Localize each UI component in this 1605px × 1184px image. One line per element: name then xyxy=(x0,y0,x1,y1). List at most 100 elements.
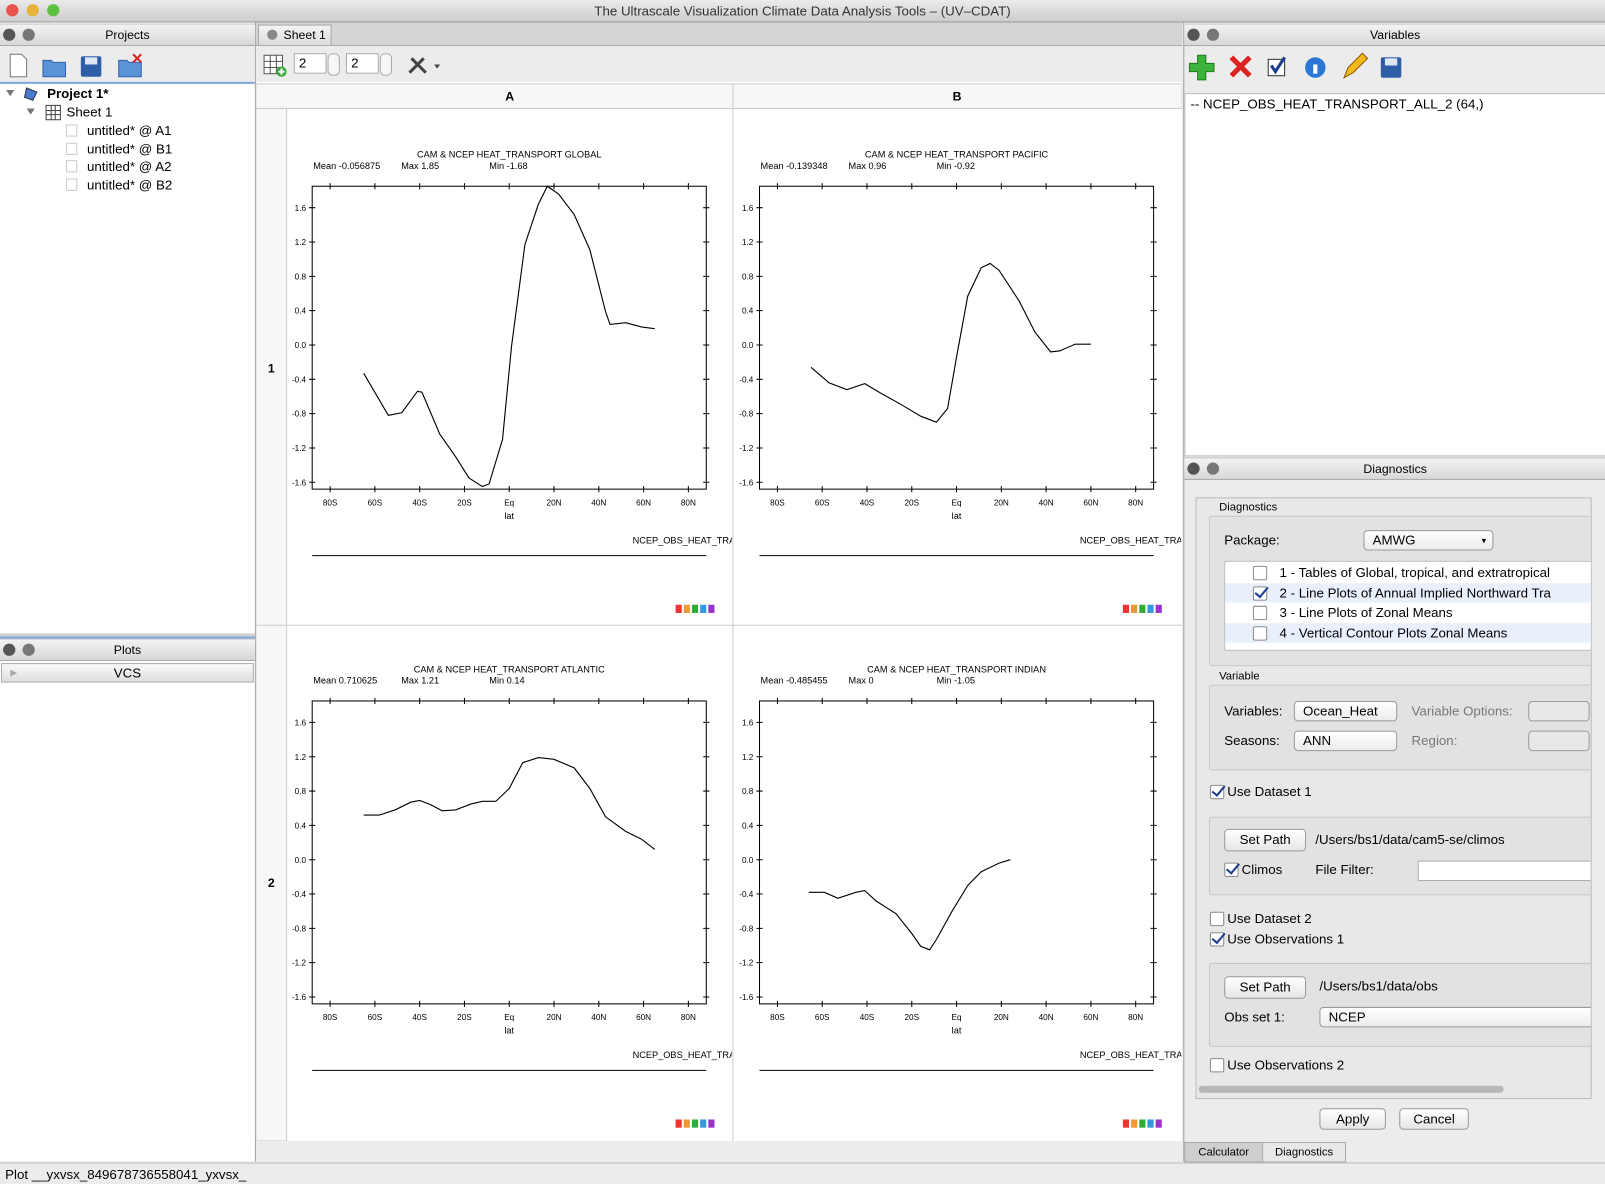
rows-value: 2 xyxy=(298,55,307,71)
cell-icon xyxy=(66,124,78,137)
variable-item[interactable]: -- NCEP_OBS_HEAT_TRANSPORT_ALL_2 (64,) xyxy=(1190,96,1484,112)
dock-close[interactable] xyxy=(3,28,16,41)
tree-project[interactable]: Project 1* xyxy=(47,85,109,102)
data-line xyxy=(808,859,1011,951)
sheet-tab[interactable]: Sheet 1 xyxy=(257,24,332,46)
spin-arrows[interactable] xyxy=(379,53,393,76)
y-tick-label: 0.8 xyxy=(742,787,754,796)
left-dock: Projects Project 1* Sheet 1 unti xyxy=(0,22,256,1162)
tab-label: Calculator xyxy=(1198,1146,1250,1159)
diagnostics-form: Diagnostics Package: AMWG ▾ 1 - Tables of… xyxy=(1197,498,1591,1098)
package-row[interactable]: 1 - Tables of Global, tropical, and extr… xyxy=(1225,562,1591,583)
checkbox[interactable] xyxy=(1209,911,1225,927)
button-label: Apply xyxy=(1336,1111,1370,1127)
logo-part xyxy=(1122,604,1130,613)
logo-part xyxy=(675,604,682,613)
minimize-button[interactable] xyxy=(26,4,39,17)
checkbox[interactable] xyxy=(1209,932,1225,947)
checkbox[interactable] xyxy=(1252,625,1268,641)
x-tick-label: 20N xyxy=(547,1013,562,1022)
add-icon[interactable] xyxy=(1188,54,1215,81)
y-tick-label: -0.8 xyxy=(739,410,754,419)
variables-combo[interactable]: Ocean_Heat xyxy=(1293,700,1398,722)
dock-float[interactable] xyxy=(22,643,35,656)
x-tick-label: 20N xyxy=(547,499,562,508)
chart-stat: Max 1.85 xyxy=(401,161,439,171)
edit-icon[interactable] xyxy=(1342,52,1369,79)
y-tick-label: 0.0 xyxy=(742,341,754,350)
save-icon-label xyxy=(1384,58,1398,66)
checkbox[interactable] xyxy=(1252,605,1268,621)
expand-arrow[interactable]: ▶ xyxy=(10,667,18,678)
dock-float[interactable] xyxy=(1206,462,1220,475)
dock-float[interactable] xyxy=(22,28,35,41)
checkbox[interactable] xyxy=(1224,862,1239,877)
plot-footer: NCEP_OBS_HEAT_TRAN: xyxy=(1080,535,1182,545)
dock-close[interactable] xyxy=(1187,462,1200,475)
dock-close[interactable] xyxy=(3,643,16,656)
x-axis-label: lat xyxy=(952,1026,962,1036)
zoom-button[interactable] xyxy=(47,4,60,17)
package-row[interactable]: 3 - Line Plots of Zonal Means xyxy=(1225,602,1591,623)
y-tick-label: 0.0 xyxy=(295,856,307,865)
set-path-button[interactable]: Set Path xyxy=(1224,828,1307,852)
y-tick-label: 1.2 xyxy=(295,753,307,762)
y-tick-label: -0.4 xyxy=(739,375,754,384)
dock-float[interactable] xyxy=(1206,28,1220,41)
logo-part xyxy=(1131,1119,1138,1128)
obs-set-label: Obs set 1: xyxy=(1224,1008,1285,1025)
close-project-icon[interactable] xyxy=(118,59,142,78)
checkbox-label: Use Dataset 1 xyxy=(1227,783,1312,800)
dock-close[interactable] xyxy=(1187,28,1200,41)
tree-cell[interactable]: untitled* @ B1 xyxy=(87,140,173,157)
close-button[interactable] xyxy=(6,4,19,17)
file-filter-input[interactable] xyxy=(1417,860,1591,882)
checkbox[interactable] xyxy=(1252,565,1268,581)
splitter[interactable] xyxy=(0,633,255,639)
row-header[interactable]: 1 xyxy=(268,361,275,375)
checkbox[interactable] xyxy=(1252,585,1268,601)
tools-icon[interactable] xyxy=(405,52,442,77)
set-path-button[interactable]: Set Path xyxy=(1224,976,1307,999)
cancel-button[interactable]: Cancel xyxy=(1399,1108,1469,1130)
column-header[interactable]: B xyxy=(953,89,962,103)
checkbox[interactable] xyxy=(1209,784,1225,800)
expand-arrow[interactable] xyxy=(26,108,35,115)
package-row[interactable]: 4 - Vertical Contour Plots Zonal Means xyxy=(1225,622,1591,643)
row-header[interactable]: 2 xyxy=(268,876,275,890)
diagnostics-title: Diagnostics xyxy=(1363,461,1427,476)
region-combo[interactable] xyxy=(1528,730,1590,752)
plot-item[interactable]: ▶ VCS xyxy=(1,663,254,683)
tree-cell[interactable]: untitled* @ A1 xyxy=(87,122,172,139)
open-icon[interactable] xyxy=(42,59,67,78)
column-header[interactable]: A xyxy=(505,89,514,103)
scrollbar[interactable] xyxy=(1198,1085,1504,1093)
package-combo[interactable]: AMWG ▾ xyxy=(1363,530,1494,551)
bottom-tab[interactable]: Calculator xyxy=(1184,1142,1264,1163)
x-tick-label: Eq xyxy=(504,499,514,508)
logo-part xyxy=(1155,1119,1162,1128)
tree-cell[interactable]: untitled* @ A2 xyxy=(87,159,172,175)
logo-part xyxy=(708,604,715,613)
bottom-tab[interactable]: Diagnostics xyxy=(1262,1142,1347,1163)
delete-icon[interactable] xyxy=(1229,55,1252,78)
seasons-combo[interactable]: ANN xyxy=(1293,730,1398,752)
checkbox[interactable] xyxy=(1209,1058,1225,1073)
x-tick-label: 60S xyxy=(815,499,830,508)
package-row[interactable]: 2 - Line Plots of Annual Implied Northwa… xyxy=(1225,582,1591,603)
apply-button[interactable]: Apply xyxy=(1319,1108,1386,1130)
tab-close[interactable] xyxy=(267,29,278,40)
y-tick-label: 0.4 xyxy=(742,821,754,830)
spin-arrows[interactable] xyxy=(327,53,340,76)
cell-icon xyxy=(66,142,78,156)
columns-spinbox[interactable]: 2 xyxy=(345,53,379,74)
tree-sheet[interactable]: Sheet 1 xyxy=(66,104,113,120)
expand-arrow[interactable] xyxy=(6,90,15,97)
obs-set-combo[interactable]: NCEP xyxy=(1319,1006,1591,1028)
variable-options-combo[interactable] xyxy=(1528,700,1590,722)
add-sheet-icon[interactable] xyxy=(262,52,289,77)
tree-cell[interactable]: untitled* @ B2 xyxy=(87,177,173,193)
rows-spinbox[interactable]: 2 xyxy=(293,53,327,74)
package-value: AMWG xyxy=(1372,532,1416,548)
new-icon[interactable] xyxy=(9,53,28,78)
